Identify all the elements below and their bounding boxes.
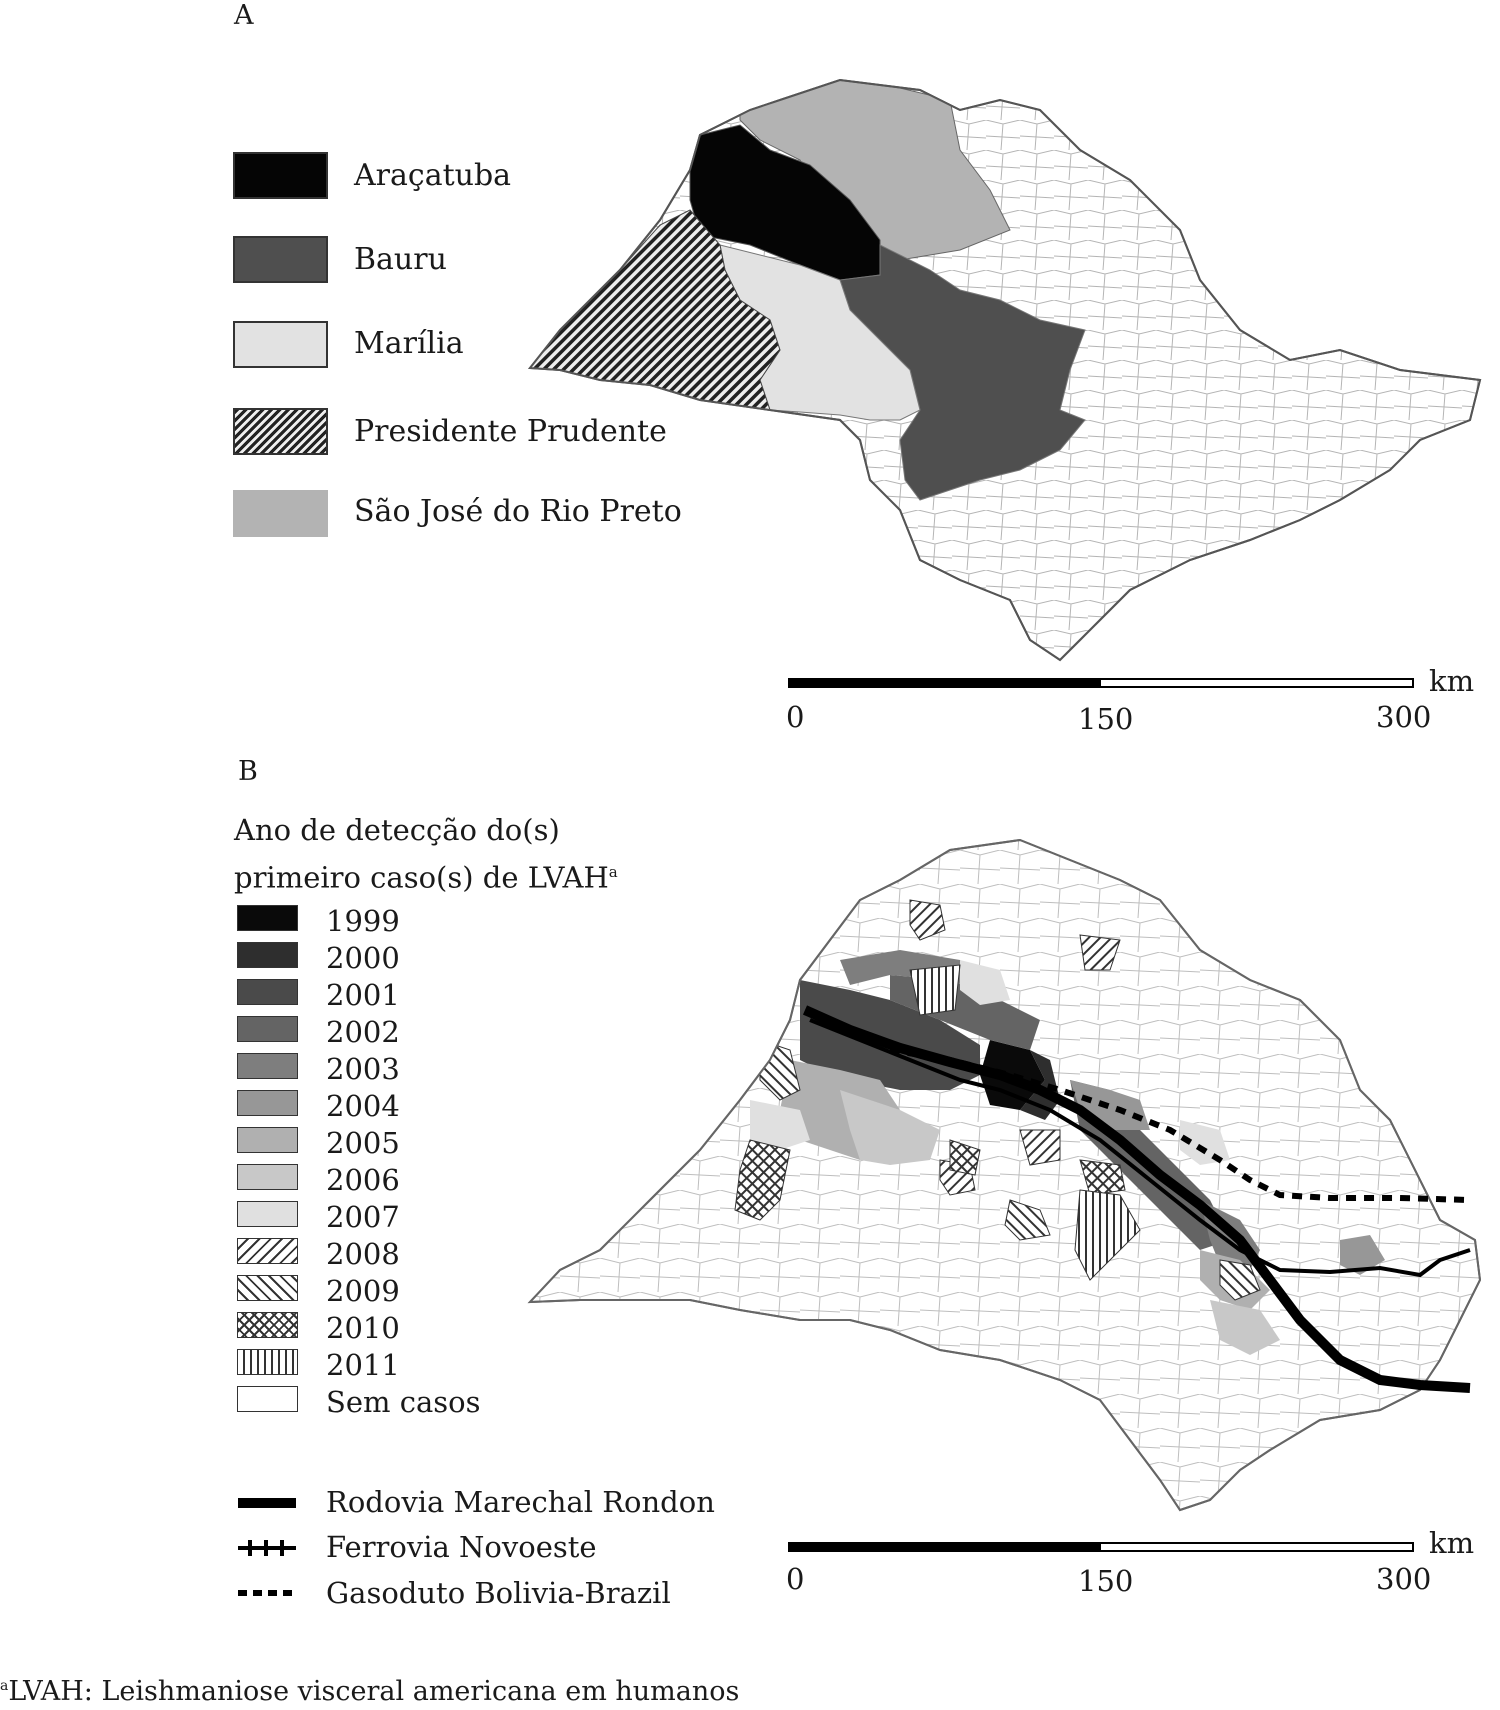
panel-b-letter: B (238, 756, 258, 787)
legend-label-aracatuba: Araçatuba (354, 158, 512, 193)
line-legend-symbols (238, 1498, 296, 1596)
area-2010-c (949, 1139, 981, 1176)
scale-a-tick-300: 300 (1376, 700, 1432, 734)
legend-swatch-2001 (237, 979, 298, 1005)
area-2009-d (1019, 1129, 1061, 1166)
scale-b-tick-0: 0 (786, 1562, 805, 1596)
legend-swatch-2005 (237, 1127, 298, 1153)
panel-a-letter: A (234, 0, 254, 31)
area-2008-b (1004, 1199, 1051, 1241)
route-ferrovia-novoeste (809, 1018, 1471, 1278)
area-2007-b (960, 960, 1010, 1005)
region-sao-jose-do-rio-preto (739, 80, 1011, 261)
area-2011-b (1074, 1189, 1141, 1281)
area-2010 (734, 1139, 791, 1221)
legend-label-2011: 2011 (326, 1348, 400, 1382)
legend-b-title-line2: primeiro caso(s) de LVAHa (234, 860, 618, 895)
legend-swatch-2007 (237, 1201, 298, 1227)
area-2008-c (1219, 1259, 1261, 1301)
route-gasoduto-bolivia-brazil (889, 1047, 1471, 1203)
legend-label-sao-jose-do-rio-preto: São José do Rio Preto (354, 494, 682, 529)
scale-b-tick-150: 150 (1078, 1564, 1134, 1598)
legend-swatch-2008 (237, 1238, 298, 1264)
legend-label-2006: 2006 (326, 1163, 400, 1197)
area-2011 (909, 964, 961, 1016)
legend-label-2010: 2010 (326, 1311, 400, 1345)
legend-swatch-presidente-prudente (233, 408, 328, 455)
legend-swatch-2000 (237, 942, 298, 968)
area-2006 (840, 1090, 940, 1165)
area-2007 (750, 1100, 810, 1150)
legend-label-ferrovia: Ferrovia Novoeste (326, 1530, 597, 1564)
legend-label-2007: 2007 (326, 1200, 400, 1234)
legend-label-2003: 2003 (326, 1052, 400, 1086)
legend-symbol-ferrovia (238, 1540, 296, 1556)
legend-swatch-2006 (237, 1164, 298, 1190)
legend-swatch-bauru (233, 236, 328, 283)
map-a (529, 79, 1481, 661)
legend-swatch-marilia (233, 321, 328, 368)
map-b (529, 839, 1481, 1511)
footnote: aLVAH: Leishmaniose visceral americana e… (0, 1676, 740, 1707)
area-2009-b (1079, 934, 1121, 971)
area-2006-b (1210, 1300, 1280, 1355)
scale-a-tick-150: 150 (1078, 702, 1134, 736)
legend-swatch-2011 (237, 1349, 298, 1375)
scale-bar-b (788, 1542, 1414, 1552)
scale-a-tick-0: 0 (786, 700, 805, 734)
legend-swatch-aracatuba (233, 152, 328, 199)
legend-swatch-2002 (237, 1016, 298, 1042)
legend-swatch-2009 (237, 1275, 298, 1301)
scale-bar-a (788, 678, 1414, 688)
legend-swatch-1999 (237, 905, 298, 931)
legend-swatch-2010 (237, 1312, 298, 1338)
area-2010-b (1079, 1159, 1126, 1196)
legend-label-2000: 2000 (326, 941, 400, 975)
scale-b-tick-300: 300 (1376, 1562, 1432, 1596)
legend-label-2004: 2004 (326, 1089, 400, 1123)
legend-label-bauru: Bauru (354, 242, 447, 277)
area-2004 (1070, 1080, 1150, 1130)
legend-label-marilia: Marília (354, 326, 464, 361)
legend-swatch-2004 (237, 1090, 298, 1116)
area-2009 (909, 899, 946, 941)
legend-label-rodovia: Rodovia Marechal Rondon (326, 1485, 715, 1519)
area-2004-ne (1340, 1235, 1385, 1275)
scale-a-unit: km (1429, 664, 1475, 698)
legend-label-2001: 2001 (326, 978, 400, 1012)
legend-b-title-line1: Ano de detecção do(s) (234, 813, 560, 847)
legend-label-gasoduto: Gasoduto Bolivia-Brazil (326, 1576, 671, 1610)
legend-label-1999: 1999 (326, 904, 400, 938)
scale-b-unit: km (1429, 1526, 1475, 1560)
legend-label-2008: 2008 (326, 1237, 400, 1271)
legend-label-2002: 2002 (326, 1015, 400, 1049)
legend-swatch-sao-jose-do-rio-preto (233, 490, 328, 537)
legend-label-2005: 2005 (326, 1126, 400, 1160)
area-2007-c (1180, 1120, 1230, 1165)
legend-swatch-sem-casos (237, 1386, 298, 1412)
legend-label-2009: 2009 (326, 1274, 400, 1308)
legend-swatch-2003 (237, 1053, 298, 1079)
legend-label-presidente-prudente: Presidente Prudente (354, 414, 667, 449)
legend-label-sem-casos: Sem casos (326, 1385, 481, 1419)
